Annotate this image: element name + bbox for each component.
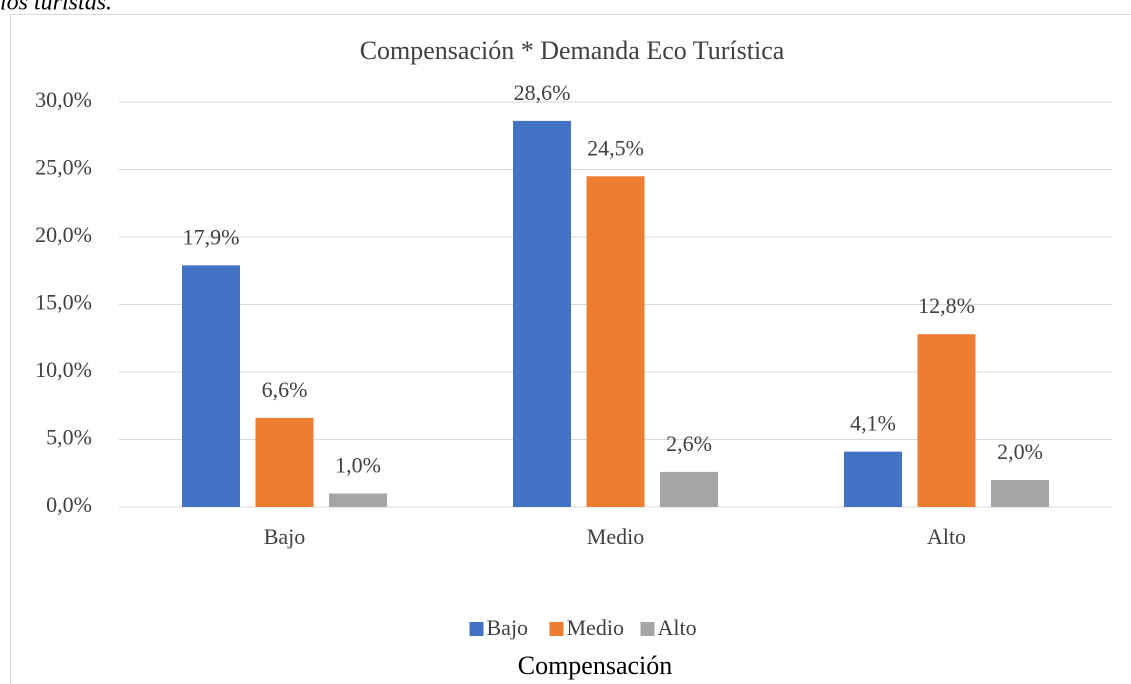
bar [660,471,718,507]
legend-label: Bajo [487,615,529,640]
data-label: 24,5% [587,135,644,160]
bar [586,176,645,507]
x-axis-label: Compensación [518,651,673,680]
bar [917,334,976,507]
x-tick-label: Medio [587,524,644,549]
bar [329,493,387,507]
y-tick-label: 30,0% [35,87,92,112]
data-label: 12,8% [918,293,975,318]
legend-label: Medio [567,615,624,640]
data-label: 17,9% [183,224,240,249]
legend-swatch [549,622,564,636]
legend-label: Alto [658,615,697,640]
data-label: 2,0% [997,439,1043,464]
bar [255,417,314,507]
chart-border [10,14,1131,684]
y-tick-label: 15,0% [35,290,92,315]
y-tick-label: 10,0% [35,357,92,382]
data-label: 4,1% [850,411,896,436]
y-tick-label: 0,0% [46,492,92,517]
bar [182,265,240,507]
bar [991,480,1049,507]
data-label: 6,6% [262,377,308,402]
x-tick-label: Alto [927,524,966,549]
y-tick-label: 20,0% [35,222,92,247]
y-tick-label: 5,0% [46,425,92,450]
legend-swatch [469,622,484,636]
data-label: 28,6% [514,80,571,105]
y-tick-label: 25,0% [35,155,92,180]
data-label: 1,0% [335,453,381,478]
legend-swatch [640,622,655,636]
x-tick-label: Bajo [264,524,306,549]
chart-title: Compensación * Demanda Eco Turística [360,36,785,65]
data-label: 2,6% [666,431,712,456]
bar [844,451,902,507]
caption: los turistas. [0,0,112,16]
bar [513,120,571,508]
